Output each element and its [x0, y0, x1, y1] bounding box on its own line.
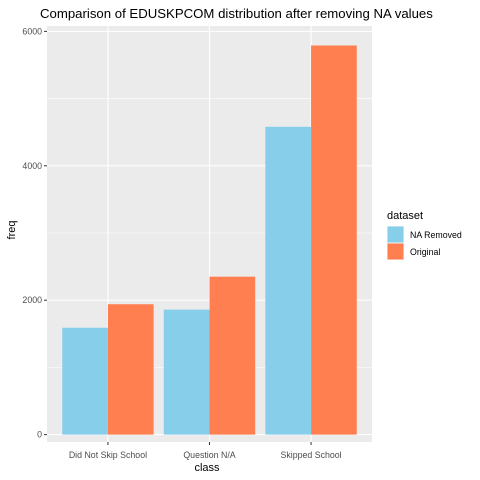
x-tick-label: Question N/A	[183, 450, 235, 460]
y-tick-label: 2000	[22, 295, 42, 305]
y-axis: 0 2000 4000 6000	[22, 26, 47, 440]
bar-original	[107, 304, 154, 435]
legend-title: dataset	[387, 210, 423, 222]
legend-swatch	[387, 226, 404, 243]
legend-label: NA Removed	[410, 230, 462, 240]
bar-original	[209, 276, 256, 435]
bar-na-removed	[62, 327, 108, 435]
bar-na-removed	[163, 309, 210, 435]
x-tick-label: Skipped School	[280, 450, 341, 460]
bar-original	[311, 45, 357, 435]
x-tick-label: Did Not Skip School	[69, 450, 147, 460]
y-tick-label: 4000	[22, 161, 42, 171]
y-axis-label: freq	[6, 221, 18, 240]
bars	[62, 45, 357, 435]
legend-swatch	[387, 243, 404, 260]
legend: dataset NA Removed Original	[387, 210, 462, 260]
x-axis-label: class	[194, 462, 220, 474]
bar-na-removed	[265, 126, 312, 435]
y-tick-label: 0	[37, 430, 42, 440]
chart-title: Comparison of EDUSKPCOM distribution aft…	[40, 6, 433, 21]
legend-label: Original	[410, 247, 440, 257]
y-tick-label: 6000	[22, 26, 42, 36]
x-axis: Did Not Skip School Question N/A Skipped S…	[69, 442, 342, 460]
